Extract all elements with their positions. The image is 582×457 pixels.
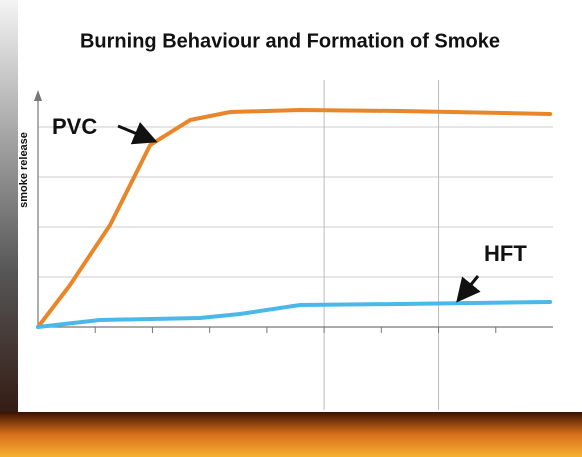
side-decoration	[0, 0, 18, 457]
page: {"chart_data": {"type": "line", "title":…	[0, 0, 582, 457]
series-label: PVC	[52, 114, 97, 139]
chart-title: Burning Behaviour and Formation of Smoke	[80, 30, 500, 52]
fire-decoration	[0, 412, 582, 457]
series-label: HFT	[484, 241, 527, 266]
chart: Burning Behaviour and Formation of Smoke…	[0, 0, 582, 457]
y-axis-label: smoke release	[18, 132, 30, 208]
panel	[18, 0, 566, 412]
